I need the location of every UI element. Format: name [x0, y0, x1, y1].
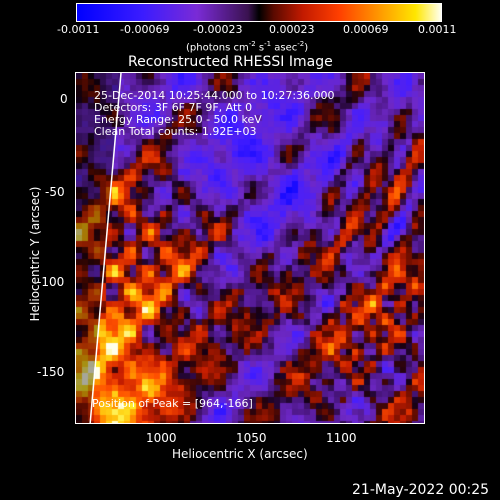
info-line-3: Energy Range: 25.0 - 50.0 keV: [94, 113, 262, 126]
x-tick: 1100: [326, 431, 357, 445]
x-tick: 1000: [146, 431, 177, 445]
colorbar: [76, 3, 442, 22]
colorbar-tick: -0.0011: [57, 23, 100, 36]
info-line-4: Clean Total counts: 1.92E+03: [94, 125, 257, 138]
info-line-2: Detectors: 3F 6F 7F 9F, Att 0: [94, 101, 253, 114]
colorbar-units: (photons cm-2 s-1 asec-2): [186, 38, 308, 54]
rhessi-image: 25-Dec-2014 10:25:44.000 to 10:27:36.000…: [75, 72, 425, 424]
units-exp: -2: [248, 40, 256, 48]
colorbar-ticks: -0.0011 -0.00069 -0.00023 0.00023 0.0006…: [0, 24, 500, 38]
peak-position: Position of Peak = [964,-166]: [92, 397, 253, 410]
y-tick: -100: [37, 275, 65, 289]
units-text: (photons cm: [186, 42, 249, 54]
info-line-1: 25-Dec-2014 10:25:44.000 to 10:27:36.000: [94, 89, 335, 102]
y-axis-label: Heliocentric Y (arcsec): [28, 186, 42, 322]
x-axis-label: Heliocentric X (arcsec): [172, 447, 308, 461]
y-tick: -150: [37, 365, 65, 379]
x-axis: 1000 1050 1100: [0, 430, 500, 450]
y-axis: 0 -50 -100 -150: [0, 0, 75, 430]
units-exp: -1: [264, 40, 272, 48]
colorbar-tick: 0.0011: [418, 23, 457, 36]
timestamp: 21-May-2022 00:25: [352, 482, 490, 498]
image-canvas: [76, 73, 424, 423]
colorbar-tick: -0.00069: [120, 23, 170, 36]
y-tick: -50: [45, 185, 65, 199]
x-tick: 1050: [236, 431, 267, 445]
limb-overlay: [89, 73, 122, 423]
units-text: ): [304, 42, 309, 54]
plot-title: Reconstructed RHESSI Image: [128, 54, 333, 70]
units-text: s: [255, 42, 265, 54]
units-exp: -2: [297, 40, 305, 48]
y-tick: 0: [60, 92, 68, 106]
colorbar-tick: 0.00069: [343, 23, 389, 36]
solar-limb-line: [89, 73, 122, 423]
colorbar-tick: 0.00023: [269, 23, 315, 36]
colorbar-tick: -0.00023: [193, 23, 243, 36]
units-text: asec: [271, 42, 298, 54]
